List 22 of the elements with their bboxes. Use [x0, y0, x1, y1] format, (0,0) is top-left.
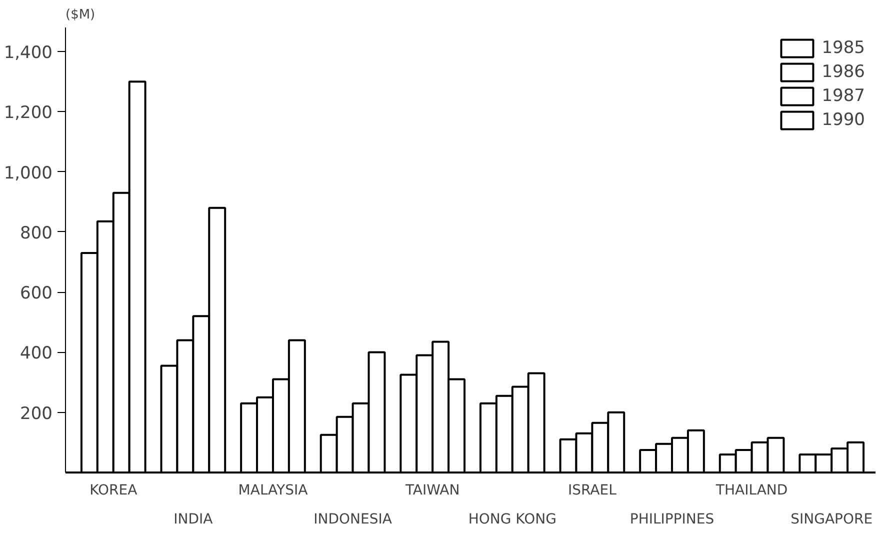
x-tick-label: SINGAPORE: [790, 512, 873, 528]
legend-label: 1987: [822, 86, 865, 106]
x-tick-label: INDIA: [174, 512, 214, 528]
legend-label: 1985: [822, 38, 865, 58]
x-tick-label: THAILAND: [714, 482, 788, 498]
legend-label: 1986: [822, 62, 865, 82]
x-tick-label: INDONESIA: [314, 512, 392, 528]
y-tick-label: 1,400: [4, 43, 53, 64]
y-tick-label: 400: [20, 344, 53, 364]
y-tick-label: 1,000: [4, 163, 53, 184]
x-tick-label: HONG KONG: [468, 512, 556, 528]
y-tick-label: 1,200: [4, 103, 53, 124]
y-tick-label: 800: [20, 223, 53, 244]
y-tick-label: 600: [20, 284, 53, 304]
legend-label: 1990: [822, 110, 865, 130]
x-tick-label: KOREA: [90, 482, 138, 498]
y-tick-label: 200: [20, 404, 53, 424]
x-tick-label: ISRAEL: [568, 482, 617, 498]
x-tick-label: PHILIPPINES: [630, 512, 714, 528]
y-axis-title: ($M): [66, 8, 96, 22]
x-tick-label: MALAYSIA: [238, 482, 308, 498]
x-tick-label: TAIWAN: [404, 482, 460, 498]
